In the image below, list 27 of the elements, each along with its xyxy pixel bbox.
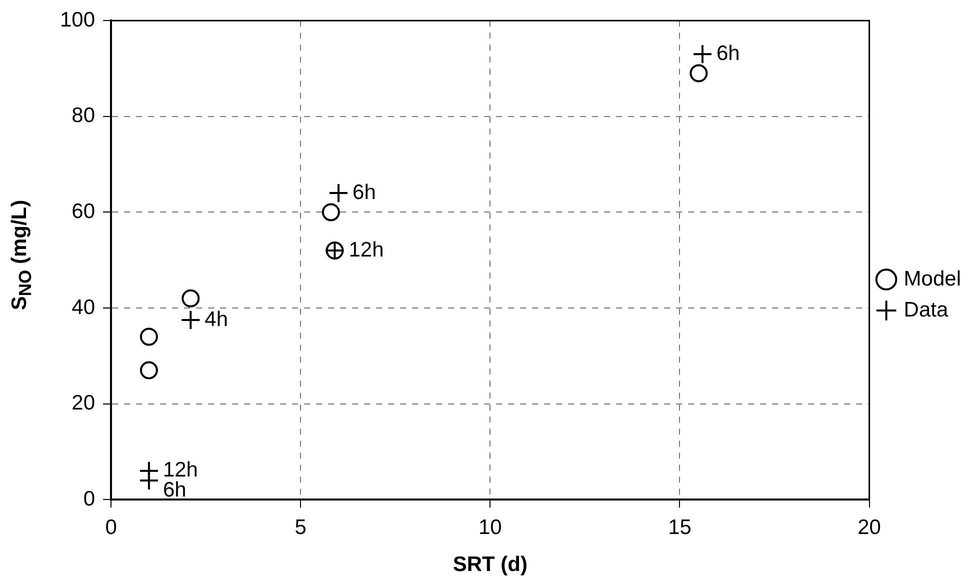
y-tick-label: 80 [72,104,96,128]
point [690,64,708,82]
y-tick-label: 20 [72,392,96,415]
x-tick-label: 20 [858,516,881,539]
point [322,203,340,222]
y-tick-label: 40 [72,296,96,319]
y-tick-label: 0 [83,487,96,510]
legend-label: Data [904,298,948,322]
y-tick-label: 60 [72,200,96,223]
point [182,289,200,308]
x-tick-label: 15 [668,516,692,539]
point [692,44,712,64]
point [328,183,349,204]
legend-label: Model [904,267,962,290]
point [140,328,158,346]
annotation: 12h [348,238,384,262]
point [180,310,201,330]
point [138,470,159,490]
y-tick-label: 100 [60,8,96,32]
annotation: 6h [716,42,740,65]
point [140,361,158,380]
x-axis-title: SRT (d) [452,553,528,576]
annotation: 6h [352,180,376,204]
annotation: 4h [204,308,228,331]
x-tick-label: 5 [294,516,306,539]
x-tick-label: 0 [105,516,117,539]
x-tick-label: 10 [478,516,502,539]
